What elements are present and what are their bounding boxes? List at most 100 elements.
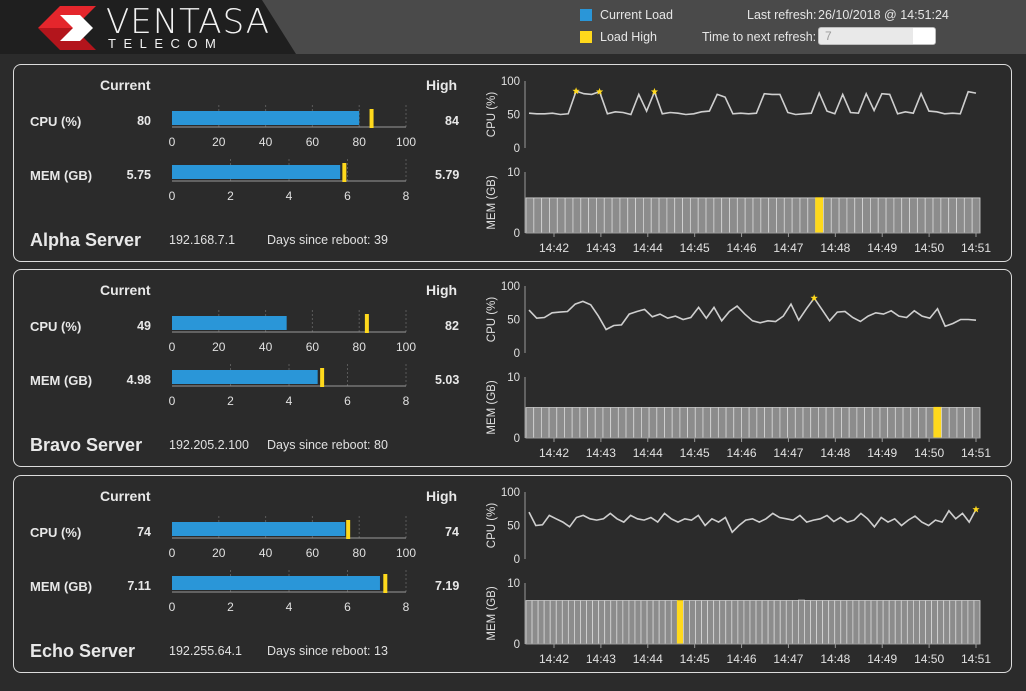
mem-column xyxy=(580,197,590,234)
mem-column xyxy=(804,600,811,645)
mem-high-column xyxy=(676,600,684,645)
time-axis-label: 14:50 xyxy=(914,446,944,460)
mem-column xyxy=(941,407,950,439)
mem-column xyxy=(622,600,630,645)
mem-column xyxy=(931,600,939,645)
gauge-tick-label: 60 xyxy=(306,546,320,560)
mem-column xyxy=(773,600,781,645)
mem-column xyxy=(893,197,903,234)
gauge-tick-label: 4 xyxy=(286,394,293,408)
mem-column xyxy=(822,600,830,645)
mem-column xyxy=(956,407,966,439)
gauge-tick-label: 6 xyxy=(344,394,351,408)
mem-column xyxy=(755,600,763,645)
cpu-chart-ytick: 100 xyxy=(501,487,520,499)
mem-column xyxy=(848,407,858,439)
days-since-reboot: Days since reboot: 80 xyxy=(267,438,388,452)
time-axis-label: 14:44 xyxy=(633,446,663,460)
cpu-chart-ytick: 100 xyxy=(501,281,520,293)
refresh-progress-fill xyxy=(913,28,935,44)
cpu-current-value: 80 xyxy=(137,114,151,128)
mem-column xyxy=(641,407,650,439)
brand-subtitle: TELECOM xyxy=(108,36,224,51)
time-axis-label: 14:50 xyxy=(914,241,944,255)
time-axis-label: 14:46 xyxy=(727,241,757,255)
legend-swatch-current xyxy=(580,9,592,21)
cpu-current-value: 49 xyxy=(137,319,151,333)
mem-column xyxy=(592,600,600,645)
mem-column xyxy=(901,197,910,234)
mem-column xyxy=(876,600,884,645)
current-header: Current xyxy=(100,77,151,93)
cpu-high-star-icon xyxy=(650,87,659,95)
mem-column xyxy=(810,600,817,645)
mem-column xyxy=(580,600,587,645)
mem-column xyxy=(856,407,865,439)
gauge-tick-label: 60 xyxy=(306,340,320,354)
mem-column xyxy=(664,407,673,439)
mem-column xyxy=(925,600,932,645)
time-axis-label: 14:47 xyxy=(773,652,803,666)
cpu-chart-ytick: 50 xyxy=(507,110,520,122)
mem-high-value: 5.03 xyxy=(435,373,460,387)
server-ip: 192.255.64.1 xyxy=(169,644,242,658)
mem-high-column xyxy=(933,406,942,439)
mem-column xyxy=(816,600,824,645)
mem-column xyxy=(635,197,644,234)
mem-column xyxy=(731,600,739,645)
legend-label-high: Load High xyxy=(600,30,657,44)
high-header: High xyxy=(426,488,458,504)
gauge-tick-label: 100 xyxy=(396,135,416,149)
mem-chart-ylabel: MEM (GB) xyxy=(486,380,498,434)
cpu-chart-ylabel: CPU (%) xyxy=(486,92,498,138)
current-load-bar xyxy=(172,522,346,536)
cpu-chart-ytick: 100 xyxy=(501,76,520,88)
mem-column xyxy=(586,600,593,645)
mem-column xyxy=(910,407,919,439)
cpu-chart-ytick: 0 xyxy=(514,554,520,566)
mem-column xyxy=(864,600,872,645)
mem-column xyxy=(721,197,730,234)
mem-column xyxy=(840,600,848,645)
mem-column xyxy=(932,197,942,234)
mem-column xyxy=(925,407,935,439)
time-axis-label: 14:48 xyxy=(820,652,850,666)
mem-column xyxy=(791,197,801,234)
gauge-tick-label: 20 xyxy=(212,340,226,354)
mem-column xyxy=(611,197,621,234)
mem-column xyxy=(541,197,550,234)
mem-chart-ytick: 10 xyxy=(507,578,520,590)
legend-swatch-high xyxy=(580,31,592,43)
next-refresh-label: Time to next refresh: xyxy=(702,30,817,44)
mem-column xyxy=(949,600,957,645)
gauge-tick-label: 100 xyxy=(396,340,416,354)
mem-chart-ylabel: MEM (GB) xyxy=(486,175,498,229)
mem-label: MEM (GB) xyxy=(30,168,93,183)
mem-column xyxy=(887,407,896,439)
mem-column xyxy=(533,407,542,439)
mem-column xyxy=(791,600,799,645)
mem-column xyxy=(646,600,654,645)
mem-column xyxy=(549,197,558,234)
time-axis-label: 14:51 xyxy=(961,652,991,666)
mem-chart-ytick: 0 xyxy=(514,228,520,240)
time-axis-label: 14:44 xyxy=(633,241,663,255)
mem-column xyxy=(752,197,762,234)
mem-column xyxy=(854,197,863,234)
gauge-tick-label: 0 xyxy=(169,600,176,614)
next-refresh-countdown[interactable] xyxy=(818,27,936,45)
mem-column xyxy=(776,197,785,234)
mem-column xyxy=(556,407,565,439)
mem-column xyxy=(705,197,715,234)
mem-column xyxy=(846,600,854,645)
gauge-tick-label: 6 xyxy=(344,600,351,614)
time-axis-label: 14:49 xyxy=(867,652,897,666)
mem-column xyxy=(594,407,604,439)
mem-column xyxy=(741,407,750,439)
gauge-tick-label: 4 xyxy=(286,189,293,203)
mem-column xyxy=(779,600,787,645)
time-axis-label: 14:46 xyxy=(727,446,757,460)
cpu-high-star-icon xyxy=(572,87,580,95)
mem-column xyxy=(674,197,683,234)
mem-column xyxy=(833,407,842,439)
